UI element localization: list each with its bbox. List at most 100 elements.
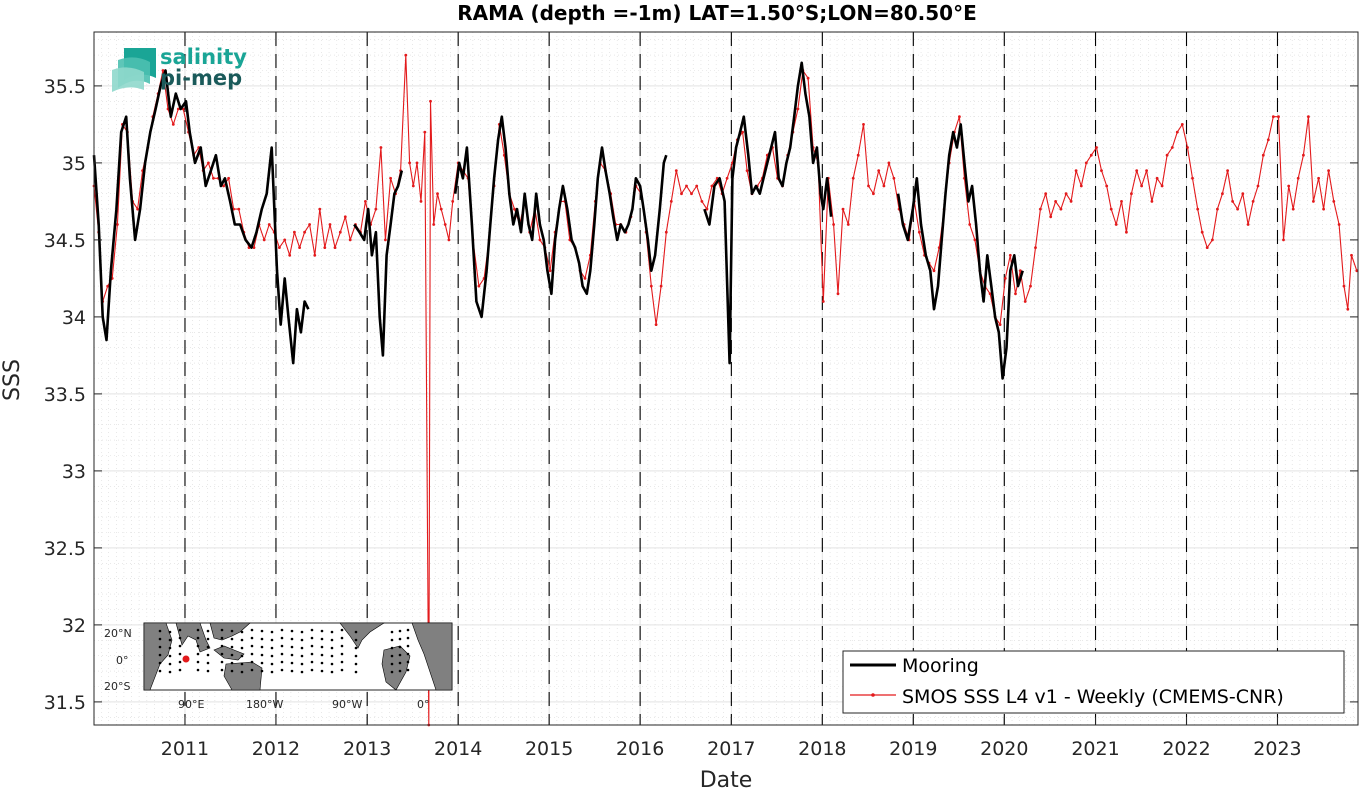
series-layer bbox=[92, 53, 1359, 727]
x-tick-label: 2013 bbox=[343, 738, 391, 760]
x-tick-label: 2018 bbox=[798, 738, 846, 760]
inset-lat-20n: 20°N bbox=[104, 627, 132, 640]
series-point-smos bbox=[1296, 176, 1300, 180]
inset-dot bbox=[280, 660, 284, 664]
x-tick-label: 2014 bbox=[434, 738, 482, 760]
series-point-smos bbox=[1155, 176, 1159, 180]
inset-dot bbox=[390, 654, 394, 658]
series-point-smos bbox=[1307, 115, 1310, 119]
series-point-smos bbox=[1014, 292, 1017, 296]
inset-dot bbox=[280, 644, 284, 648]
inset-dot bbox=[270, 662, 274, 666]
inset-dot bbox=[158, 645, 162, 649]
series-point-smos bbox=[1044, 192, 1048, 196]
series-point-smos bbox=[404, 53, 408, 57]
series-point-smos bbox=[293, 230, 296, 234]
inset-lon-90w: 90°W bbox=[332, 698, 362, 711]
inset-dot bbox=[196, 644, 200, 648]
series-point-smos bbox=[1337, 223, 1341, 226]
series-point-smos bbox=[548, 269, 552, 273]
inset-dot bbox=[158, 637, 162, 641]
inset-dot bbox=[168, 646, 172, 650]
series-point-smos bbox=[1039, 207, 1042, 211]
series-point-smos bbox=[1322, 207, 1325, 211]
series-point-smos bbox=[882, 184, 886, 188]
series-point-smos bbox=[690, 192, 693, 196]
series-point-smos bbox=[872, 192, 875, 196]
series-point-smos bbox=[267, 223, 271, 226]
series-point-smos bbox=[1332, 200, 1336, 203]
inset-dot bbox=[320, 661, 324, 665]
inset-dot bbox=[320, 637, 324, 641]
series-point-smos bbox=[1291, 207, 1295, 211]
inset-dot bbox=[290, 637, 294, 641]
inset-dot bbox=[240, 662, 244, 666]
inset-dot bbox=[340, 652, 344, 656]
inset-dot bbox=[390, 670, 394, 674]
inset-dot bbox=[230, 629, 234, 633]
inset-dot bbox=[168, 654, 172, 658]
series-point-smos bbox=[1271, 115, 1275, 119]
series-point-smos bbox=[1327, 169, 1330, 173]
inset-dot bbox=[158, 661, 162, 665]
series-point-smos bbox=[1095, 146, 1098, 149]
inset-dot bbox=[320, 653, 324, 657]
series-point-smos bbox=[1145, 169, 1148, 173]
series-point-smos bbox=[432, 223, 436, 226]
inset-lon-0: 0° bbox=[417, 698, 430, 711]
series-point-smos bbox=[408, 161, 411, 165]
inset-dot bbox=[168, 662, 172, 666]
inset-dot bbox=[406, 636, 410, 640]
series-point-smos bbox=[968, 223, 972, 226]
series-point-smos bbox=[1216, 207, 1219, 211]
series-point-smos bbox=[379, 146, 383, 149]
y-tick-label: 34.5 bbox=[44, 230, 86, 252]
series-point-smos bbox=[867, 184, 870, 188]
series-point-smos bbox=[116, 223, 119, 226]
series-point-smos bbox=[1261, 153, 1265, 157]
x-axis-ticks: 2011 2012 2013 2014 2015 2016 2017 2018 2019 2020… bbox=[161, 717, 1302, 760]
series-point-smos bbox=[836, 292, 840, 296]
series-point-smos bbox=[705, 207, 709, 211]
series-point-smos bbox=[1350, 253, 1353, 257]
inset-dot bbox=[240, 670, 244, 674]
inset-dot bbox=[178, 668, 182, 672]
inset-dot bbox=[290, 645, 294, 649]
series-point-smos bbox=[659, 284, 663, 288]
inset-dot bbox=[390, 630, 394, 634]
series-point-smos bbox=[1003, 277, 1007, 280]
inset-dot bbox=[290, 653, 294, 657]
series-point-smos bbox=[1069, 200, 1073, 203]
inset-dot bbox=[250, 628, 254, 632]
inset-dot bbox=[158, 669, 162, 673]
series-point-smos bbox=[176, 107, 180, 111]
inset-dot bbox=[196, 660, 200, 664]
series-point-smos bbox=[364, 200, 367, 203]
inset-dot bbox=[398, 669, 402, 673]
inset-dot bbox=[206, 645, 210, 649]
inset-dot bbox=[206, 669, 210, 673]
series-line-mooring bbox=[453, 115, 668, 319]
inset-dot bbox=[398, 661, 402, 665]
inset-dot bbox=[300, 670, 304, 674]
inset-dot bbox=[178, 628, 182, 632]
series-point-smos bbox=[680, 192, 683, 196]
series-point-smos bbox=[1246, 223, 1250, 226]
inset-dot bbox=[168, 630, 172, 634]
series-point-smos bbox=[1105, 184, 1109, 188]
inset-dot bbox=[230, 669, 234, 673]
legend-box bbox=[842, 650, 1345, 714]
inset-dot bbox=[310, 636, 314, 640]
inset-dot bbox=[406, 652, 410, 656]
series-point-smos bbox=[674, 169, 678, 173]
x-tick-label: 2020 bbox=[980, 738, 1028, 760]
inset-dot bbox=[354, 670, 358, 674]
inset-dot bbox=[206, 629, 210, 633]
inset-dot bbox=[230, 653, 234, 657]
inset-dot bbox=[250, 652, 254, 656]
series-point-smos bbox=[1342, 284, 1346, 288]
inset-dot bbox=[330, 646, 334, 650]
inset-lon-90e: 90°E bbox=[178, 698, 204, 711]
y-tick-label: 35.5 bbox=[44, 76, 86, 98]
series-point-smos bbox=[1317, 176, 1320, 180]
